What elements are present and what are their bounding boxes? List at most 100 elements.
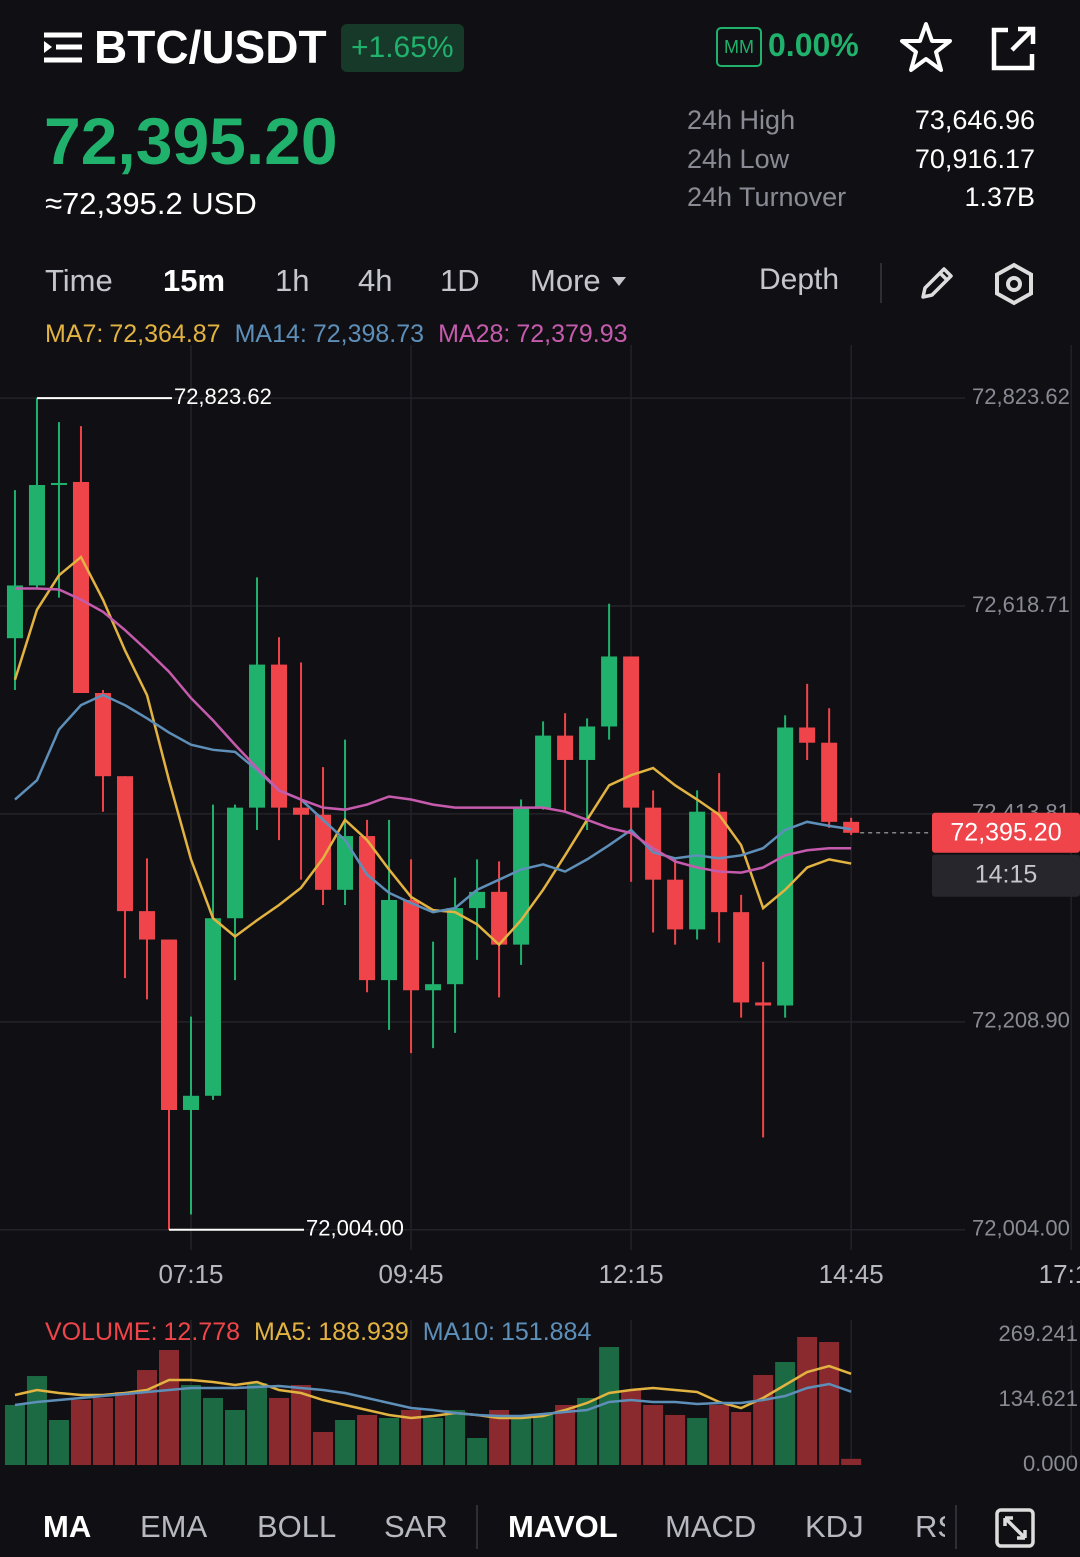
candle-body (271, 664, 288, 808)
y-tick-label: 72,208.90 (972, 1008, 1070, 1033)
candle-body (116, 776, 133, 912)
candle-body (425, 984, 442, 991)
separator (476, 1505, 478, 1549)
ma-legend: MA7: 72,364.87 MA14: 72,398.73 MA28: 72,379.9… (45, 320, 628, 349)
more-arrow[interactable] (612, 277, 626, 287)
volume-bar (225, 1410, 246, 1465)
candle-body (755, 1002, 772, 1006)
interval-tab[interactable]: 1h (275, 263, 310, 298)
indicator-tab[interactable]: MACD (665, 1509, 757, 1544)
legend-value: 188.939 (318, 1318, 409, 1346)
candle-body (249, 664, 266, 808)
indicator-tab[interactable]: KDJ (805, 1509, 864, 1544)
candle-body (293, 807, 310, 815)
expand-icon[interactable] (995, 1508, 1035, 1548)
volume-bar (709, 1404, 730, 1465)
indicator-tab[interactable]: MA (43, 1509, 92, 1544)
separator (955, 1505, 957, 1549)
volume-bar (841, 1458, 862, 1465)
volume-bar (665, 1414, 686, 1465)
volume-bar (313, 1432, 334, 1465)
candle-body (535, 735, 552, 808)
volume-bar (379, 1418, 400, 1465)
y-tick-label: 72,618.71 (972, 592, 1070, 617)
mm-icon[interactable]: MM (716, 27, 762, 67)
candle-body (645, 807, 662, 880)
stat-value: 70,916.17 (914, 143, 1035, 174)
x-tick-label: 17:15 (1039, 1259, 1080, 1289)
volume-ma-line (14, 1382, 852, 1418)
candle-body (403, 899, 420, 991)
candle-body (777, 727, 794, 1006)
draw-icon[interactable] (917, 263, 957, 303)
countdown-box (932, 854, 1080, 897)
candle-body (623, 656, 640, 808)
candle-body (160, 939, 177, 1110)
y-tick-label: 72,823.62 (972, 384, 1070, 409)
legend-name: MA14: (234, 320, 307, 348)
candle-body (6, 585, 23, 639)
legend-value: 151.884 (501, 1318, 592, 1346)
change-badge: +1.65% (341, 24, 464, 72)
candle-body (94, 692, 111, 777)
interval-tab[interactable]: Time (45, 263, 113, 298)
volume-bar (599, 1346, 620, 1465)
volume-bar (92, 1397, 113, 1465)
candle-body (799, 727, 816, 743)
candle-body (557, 735, 574, 760)
y-tick-label: 134.621 (998, 1386, 1078, 1411)
volume-bar (401, 1410, 422, 1465)
menu-icon[interactable] (44, 32, 84, 64)
candle-body (601, 656, 618, 727)
candle-body (843, 821, 860, 833)
volume-bar (753, 1374, 774, 1465)
indicator-tab[interactable]: MAVOL (508, 1509, 618, 1544)
stat-label: 24h Low (687, 143, 790, 174)
legend-value: 12.778 (163, 1318, 240, 1346)
indicator-tab[interactable]: BOLL (257, 1509, 337, 1544)
stat-value: 1.37B (964, 182, 1035, 212)
candle-body (711, 811, 728, 913)
settings-icon[interactable] (992, 262, 1036, 306)
candle-body (513, 807, 530, 945)
candle-body (337, 836, 354, 890)
volume-bar (136, 1370, 157, 1465)
candle-body (667, 879, 684, 930)
separator (880, 263, 882, 303)
volume-bar (4, 1404, 25, 1465)
volume-bar (577, 1397, 598, 1465)
stat-value: 73,646.96 (914, 105, 1035, 135)
volume-bar (819, 1342, 840, 1465)
legend-item: MA7: 72,364.87 (45, 320, 221, 349)
volume-bar (26, 1376, 47, 1465)
volume-bar (423, 1418, 444, 1465)
volume-bar (555, 1404, 576, 1465)
legend-item: MA10: 151.884 (423, 1318, 592, 1347)
volume-bar (48, 1419, 69, 1465)
volume-bar (797, 1336, 818, 1465)
volume-bar (445, 1410, 466, 1465)
indicator-bar (0, 1490, 1080, 1557)
indicator-tab[interactable]: SAR (384, 1509, 448, 1544)
legend-name: MA7: (45, 320, 104, 348)
indicator-tab[interactable]: EMA (140, 1509, 208, 1544)
interval-tab[interactable]: 1D (440, 263, 480, 298)
candle-body (50, 482, 67, 486)
volume-bar (775, 1362, 796, 1465)
volume-bar (467, 1438, 488, 1465)
share-icon[interactable] (988, 24, 1038, 72)
current-price-label: 72,395.20 (950, 818, 1061, 846)
volume-bar (621, 1390, 642, 1465)
mm-value: 0.00% (768, 27, 859, 63)
interval-tab[interactable]: More (530, 263, 601, 298)
volume-bar (114, 1391, 135, 1465)
favorite-icon[interactable] (899, 21, 953, 73)
interval-tab[interactable]: 15m (163, 263, 226, 298)
interval-tab[interactable]: 4h (358, 263, 393, 298)
depth-tab[interactable]: Depth (759, 263, 840, 296)
volume-bar (269, 1397, 290, 1465)
pair[interactable]: BTC/USDT (94, 21, 327, 73)
y-tick-label: 269.241 (998, 1321, 1078, 1346)
